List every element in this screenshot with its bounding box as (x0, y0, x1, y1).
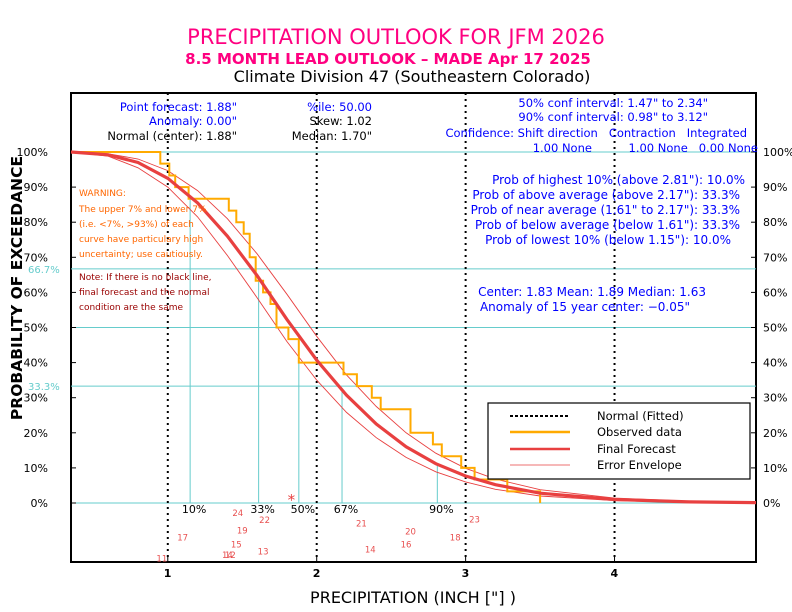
legend-observed-label: Observed data (597, 425, 682, 439)
y-tick-label-left: 70% (24, 251, 48, 264)
x-tick-label: 1 (164, 567, 172, 580)
skew-text: Skew: 1.02 (309, 114, 372, 128)
year-label: 16 (401, 540, 412, 550)
y-tick-label-right: 80% (763, 216, 787, 229)
warning-line-2: The upper 7% and lower 7% (78, 205, 207, 215)
confidence-values-text: 1.00 None 1.00 None 0.00 None (533, 141, 758, 155)
y-tick-label-right: 30% (763, 392, 787, 405)
percentile-label: 50% (291, 503, 315, 516)
legend-forecast-label: Final Forecast (597, 442, 676, 456)
year-label: 12 (225, 551, 236, 561)
chart-title: PRECIPITATION OUTLOOK FOR JFM 2026 (187, 25, 605, 49)
climate-division-label: Climate Division 47 (Southeastern Colora… (234, 67, 591, 86)
y-tick-label-left: 80% (24, 216, 48, 229)
y-tick-label-right: 10% (763, 462, 787, 475)
note-line-2: final forecast and the normal (79, 288, 209, 298)
note-line-1: Note: If there is no black line, (79, 273, 212, 283)
point-forecast-text: Point forecast: 1.88" (120, 100, 237, 114)
year-label: 17 (177, 533, 188, 543)
y-ref-label: 33.3% (28, 382, 60, 393)
y-tick-label-left: 60% (24, 286, 48, 299)
warning-line-5: uncertainty; use cautiously. (79, 250, 203, 260)
warning-line-1: WARNING: (79, 189, 126, 199)
x-tick-label: 4 (611, 567, 619, 580)
y-tick-label-left: 40% (24, 357, 48, 370)
forecast-info: Point forecast: 1.88" Anomaly: 0.00" Nor… (107, 96, 758, 155)
probability-block: Prob of highest 10% (above 2.81"): 10.0%… (471, 173, 745, 314)
year-label: 21 (356, 519, 367, 529)
legend-normal-label: Normal (Fitted) (597, 409, 684, 423)
prob-below-average: Prob of below average (below 1.61"): 33.… (475, 218, 740, 232)
prob-near-average: Prob of near average (1.61" to 2.17"): 3… (471, 203, 740, 217)
y-tick-label-right: 50% (763, 322, 787, 335)
y-tick-label-right: 70% (763, 251, 787, 264)
x-axis-title: PRECIPITATION (INCH ["] ) (310, 588, 516, 607)
note-block: Note: If there is no black line, final f… (79, 273, 212, 313)
y-tick-label-right: 40% (763, 357, 787, 370)
year-label: 20 (405, 527, 416, 537)
percentile-text: %ile: 50.00 (307, 100, 372, 114)
curve-layer (70, 150, 757, 505)
observed-data-line (71, 151, 542, 503)
percentile-label: 33% (250, 503, 274, 516)
stats-center-mean-median: Center: 1.83 Mean: 1.89 Median: 1.63 (478, 285, 706, 299)
percentile-label: 90% (429, 503, 453, 516)
final-forecast-line (70, 150, 757, 505)
year-label: 15 (231, 540, 242, 550)
year-label: 18 (450, 533, 461, 543)
normal-center-text: Normal (center): 1.88" (107, 129, 237, 143)
stats-anomaly: Anomaly of 15 year center: −0.05" (480, 300, 690, 314)
y-tick-label-right: 100% (763, 146, 792, 159)
y-tick-label-left: 20% (24, 427, 48, 440)
x-tick-label: 3 (462, 567, 470, 580)
legend-envelope-label: Error Envelope (597, 458, 682, 472)
y-tick-label-left: 90% (24, 181, 48, 194)
y-tick-label-left: 10% (24, 462, 48, 475)
percentile-label: 67% (334, 503, 358, 516)
y-tick-label-right: 60% (763, 286, 787, 299)
label-layer: 0% 0% 10% 10% 20% 20% 30% 30% 40% 40% 50% 50% 60% 60%… (17, 146, 792, 580)
year-label: 19 (237, 526, 248, 536)
y-tick-label-left: 100% (17, 146, 48, 159)
year-label: 11 (156, 554, 167, 564)
point-forecast-marker: * (288, 491, 296, 509)
note-line-3: condition are the same (79, 303, 183, 313)
y-ref-label: 66.7% (28, 265, 60, 276)
y-tick-label-left: 30% (24, 392, 48, 405)
year-label: 22 (259, 516, 270, 526)
warning-line-3: (i.e. <7%, >93%) of each (79, 220, 194, 230)
year-label: 13 (258, 547, 269, 557)
warning-block: WARNING: The upper 7% and lower 7% (i.e.… (78, 189, 207, 260)
year-label: 23 (469, 515, 480, 525)
prob-above-average: Prob of above average (above 2.17"): 33.… (472, 188, 740, 202)
year-label: 24 (232, 509, 243, 519)
legend: Normal (Fitted) Observed data Final Fore… (487, 402, 751, 480)
y-tick-label-right: 20% (763, 427, 787, 440)
chart-subtitle: 8.5 MONTH LEAD OUTLOOK – MADE Apr 17 202… (185, 50, 591, 68)
confidence-header-text: Confidence: Shift direction Contraction … (445, 126, 747, 140)
warning-line-4: curve have particulary high (79, 235, 203, 245)
median-text: Median: 1.70" (292, 129, 372, 143)
conf-90-text: 90% conf interval: 0.98" to 3.12" (518, 110, 708, 124)
y-tick-label-left: 50% (24, 322, 48, 335)
anomaly-text: Anomaly: 0.00" (149, 114, 237, 128)
percentile-label: 10% (182, 503, 206, 516)
prob-highest-10: Prob of highest 10% (above 2.81"): 10.0% (492, 173, 745, 187)
prob-lowest-10: Prob of lowest 10% (below 1.15"): 10.0% (485, 233, 731, 247)
grid-layer (71, 93, 756, 562)
year-label: 14 (222, 551, 233, 561)
year-label: 14 (365, 546, 376, 556)
y-axis-title: PROBABILITY OF EXCEEDANCE (8, 156, 26, 420)
y-tick-label-right: 0% (763, 497, 780, 510)
conf-50-text: 50% conf interval: 1.47" to 2.34" (518, 96, 708, 110)
y-tick-label-right: 90% (763, 181, 787, 194)
x-tick-label: 2 (313, 567, 321, 580)
y-tick-label-left: 0% (31, 497, 48, 510)
